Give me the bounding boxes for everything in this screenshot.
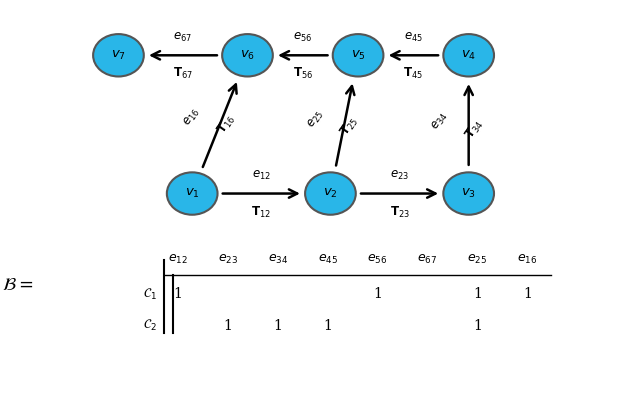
Text: $e_{12}$: $e_{12}$ — [252, 169, 271, 183]
Text: $\mathbf{T}_{34}$: $\mathbf{T}_{34}$ — [462, 116, 486, 142]
Text: 1: 1 — [523, 287, 532, 301]
Text: 1: 1 — [323, 319, 332, 333]
Text: $e_{56}$: $e_{56}$ — [368, 253, 388, 266]
Text: $v_{3}$: $v_{3}$ — [461, 187, 476, 200]
Ellipse shape — [93, 34, 144, 76]
Text: $\mathbf{T}_{67}$: $\mathbf{T}_{67}$ — [173, 67, 193, 82]
Text: 1: 1 — [173, 287, 182, 301]
Text: $e_{34}$: $e_{34}$ — [429, 110, 451, 133]
Text: $e_{25}$: $e_{25}$ — [467, 253, 487, 266]
Text: $e_{25}$: $e_{25}$ — [305, 108, 327, 131]
Text: $v_{5}$: $v_{5}$ — [351, 49, 366, 62]
Text: $e_{34}$: $e_{34}$ — [268, 253, 288, 266]
Text: $\mathbf{T}_{45}$: $\mathbf{T}_{45}$ — [404, 67, 423, 82]
Text: $\mathbf{T}_{56}$: $\mathbf{T}_{56}$ — [293, 67, 313, 82]
Text: $v_{6}$: $v_{6}$ — [240, 49, 255, 62]
Text: $e_{56}$: $e_{56}$ — [293, 31, 313, 44]
Text: $\mathbf{T}_{12}$: $\mathbf{T}_{12}$ — [251, 205, 271, 220]
Text: $v_{7}$: $v_{7}$ — [111, 49, 126, 62]
Text: $e_{45}$: $e_{45}$ — [318, 253, 338, 266]
Text: $\mathbf{T}_{23}$: $\mathbf{T}_{23}$ — [389, 205, 409, 220]
Ellipse shape — [333, 34, 383, 76]
Text: $e_{16}$: $e_{16}$ — [182, 106, 203, 129]
Text: $\mathcal{B} =$: $\mathcal{B} =$ — [2, 276, 33, 294]
Text: $e_{12}$: $e_{12}$ — [168, 253, 188, 266]
Text: $e_{67}$: $e_{67}$ — [417, 253, 437, 266]
Text: $v_{1}$: $v_{1}$ — [185, 187, 200, 200]
Text: $\mathcal{C}_2$: $\mathcal{C}_2$ — [143, 318, 157, 333]
Ellipse shape — [443, 34, 494, 76]
Text: 1: 1 — [473, 319, 482, 333]
Text: 1: 1 — [273, 319, 282, 333]
Text: $e_{45}$: $e_{45}$ — [404, 31, 423, 44]
Text: 1: 1 — [473, 287, 482, 301]
Ellipse shape — [443, 172, 494, 215]
Text: $e_{23}$: $e_{23}$ — [218, 253, 238, 266]
Text: $\mathbf{T}_{25}$: $\mathbf{T}_{25}$ — [338, 114, 362, 139]
Ellipse shape — [167, 172, 218, 215]
Ellipse shape — [305, 172, 356, 215]
Text: $e_{23}$: $e_{23}$ — [390, 169, 409, 183]
Text: $\mathcal{C}_1$: $\mathcal{C}_1$ — [143, 286, 157, 301]
Text: 1: 1 — [373, 287, 382, 301]
Text: $v_{4}$: $v_{4}$ — [461, 49, 476, 62]
Text: 1: 1 — [223, 319, 232, 333]
Text: $e_{67}$: $e_{67}$ — [173, 31, 192, 44]
Text: $e_{16}$: $e_{16}$ — [517, 253, 537, 266]
Text: $\mathbf{T}_{16}$: $\mathbf{T}_{16}$ — [214, 112, 238, 137]
Text: $v_{2}$: $v_{2}$ — [323, 187, 338, 200]
Ellipse shape — [222, 34, 273, 76]
